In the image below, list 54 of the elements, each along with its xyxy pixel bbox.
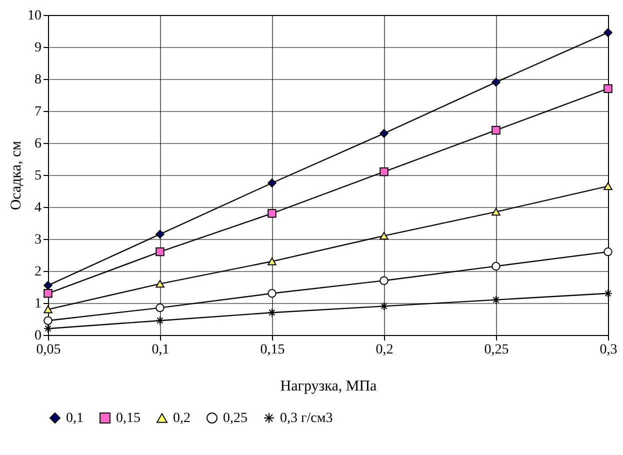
y-tick-label: 0 (34, 328, 42, 344)
x-tick-label: 0,3 (600, 342, 618, 358)
legend-label: 0,15 (116, 411, 140, 426)
y-tick-label: 7 (34, 104, 42, 120)
point (44, 324, 52, 333)
point (604, 84, 612, 93)
point (492, 295, 500, 304)
point (604, 182, 612, 190)
point (492, 208, 500, 216)
y-axis-title: Осадка, см (8, 140, 24, 210)
point (604, 247, 612, 256)
x-tick-label: 0,25 (484, 342, 509, 358)
point (268, 289, 276, 298)
point (156, 280, 164, 288)
point (380, 302, 388, 311)
point (44, 289, 52, 298)
legend-label: 0,1 (66, 411, 84, 426)
y-tick-label: 5 (34, 168, 42, 184)
x-tick-label: 0,05 (36, 342, 61, 358)
x-tick-label: 0,1 (152, 342, 170, 358)
y-tick-label: 9 (34, 40, 42, 56)
y-tick-label: 2 (34, 264, 42, 280)
point (380, 276, 388, 285)
x-tick-label: 0,15 (260, 342, 285, 358)
point (268, 308, 276, 317)
y-tick-label: 6 (34, 136, 42, 152)
point (492, 126, 500, 135)
point (604, 289, 612, 298)
point (604, 28, 612, 37)
point (156, 247, 164, 256)
point (380, 129, 388, 138)
point (268, 209, 276, 218)
x-tick-label: 0,2 (376, 342, 394, 358)
point (156, 316, 164, 325)
point (44, 316, 52, 325)
point (156, 230, 164, 239)
y-tick-label: 8 (34, 72, 42, 88)
point (268, 178, 276, 188)
y-tick-label: 3 (34, 232, 42, 248)
legend-label: 0,3 г/см3 (280, 411, 333, 426)
point (44, 281, 52, 290)
point (268, 258, 276, 266)
x-axis-title: Нагрузка, МПа (280, 378, 378, 394)
point (492, 78, 500, 87)
point (380, 232, 388, 240)
y-tick-label: 4 (34, 200, 42, 216)
legend-label: 0,2 (173, 411, 190, 426)
point (156, 303, 164, 312)
y-tick-label: 1 (34, 296, 42, 312)
point (380, 167, 388, 176)
legend-label: 0,25 (223, 411, 248, 426)
y-tick-label: 10 (28, 8, 42, 24)
point (44, 306, 52, 314)
point (492, 262, 500, 271)
